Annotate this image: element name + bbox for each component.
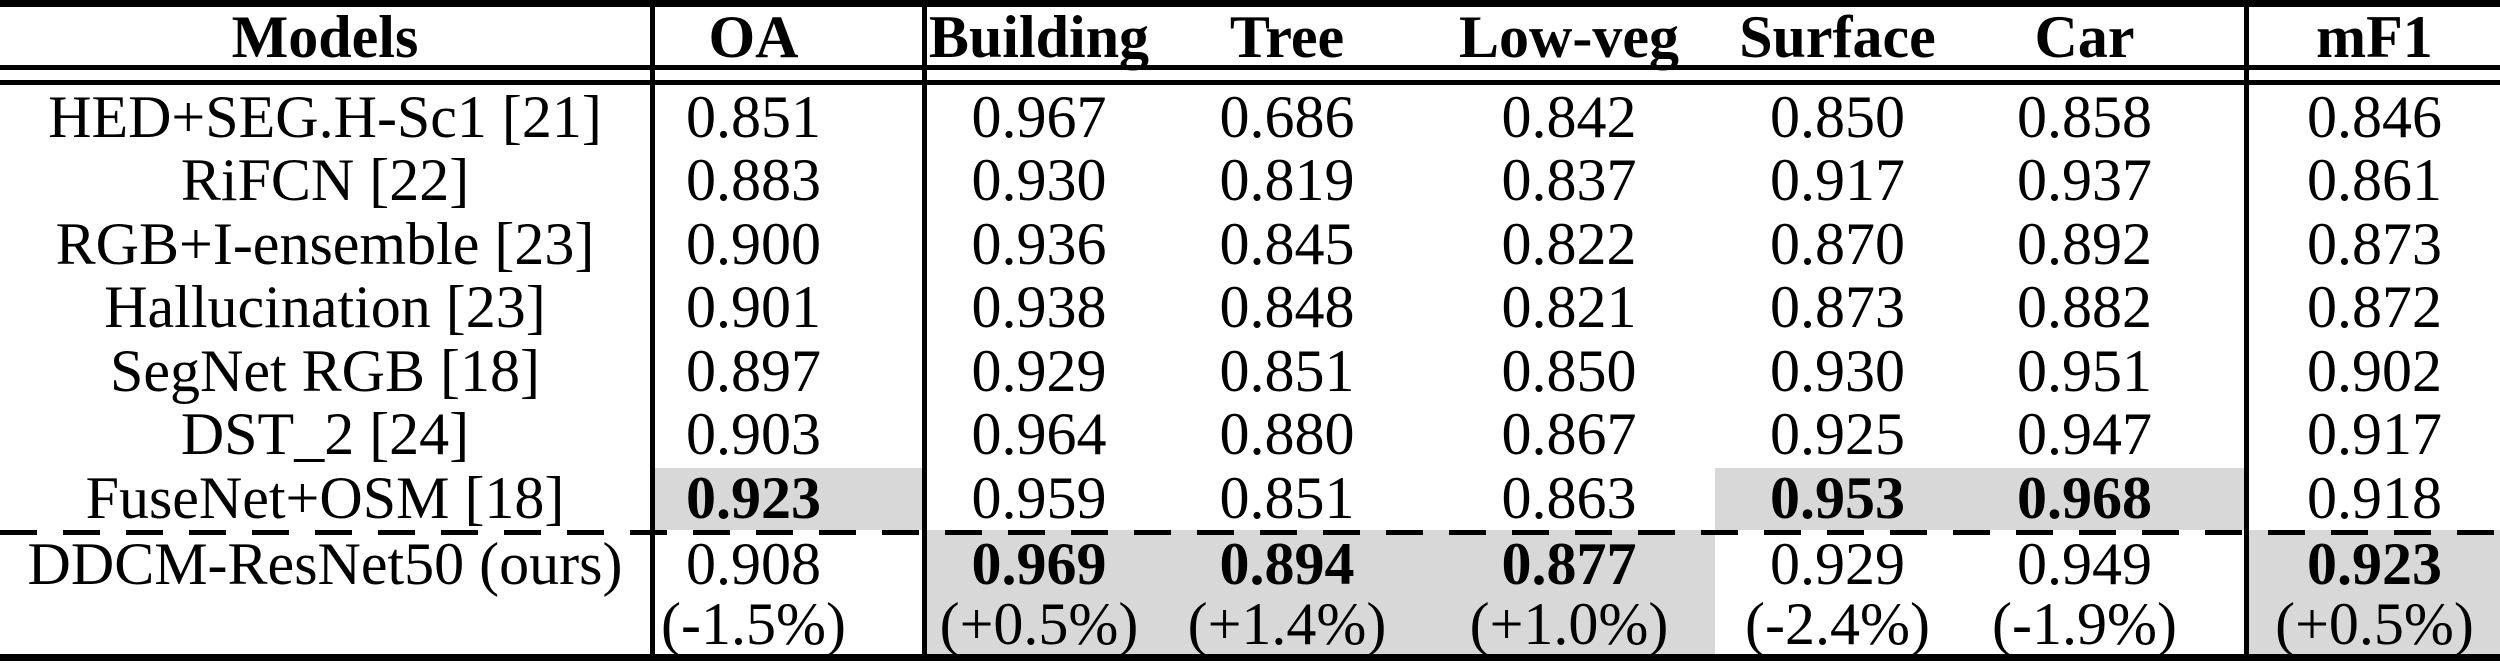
table-cell: 0.929 (971, 337, 1107, 404)
table-cell: 0.897 (686, 337, 821, 404)
table-cell: 0.872 (2307, 274, 2442, 340)
table-cell: 0.967 (971, 83, 1107, 150)
table-cell-delta: (+0.5%) (2275, 591, 2474, 657)
table-cell: 0.918 (2307, 465, 2442, 531)
table-cell: 0.858 (2017, 83, 2152, 150)
table-cell: 0.861 (2307, 147, 2442, 213)
table-cell-best: 0.923 (2307, 531, 2442, 597)
column-header-building: Building (928, 3, 1150, 70)
table-cell: 0.892 (2017, 210, 2152, 277)
model-name-cell: FuseNet+OSM [18] (85, 465, 565, 531)
table-cell: 0.842 (1501, 83, 1637, 150)
table-cell: 0.882 (2017, 274, 2152, 340)
table-cell: 0.848 (1219, 274, 1355, 340)
table-cell: 0.964 (971, 401, 1107, 467)
table-cell: 0.821 (1501, 274, 1637, 340)
table-cell-best: 0.969 (971, 531, 1107, 597)
table-cell: 0.851 (1219, 465, 1355, 531)
table-cell-delta: (-2.4%) (1745, 591, 1930, 657)
table-cell: 0.947 (2017, 401, 2152, 467)
table-cell: 0.846 (2307, 83, 2442, 150)
table-cell: 0.873 (1770, 274, 1905, 340)
table-cell-delta: (-1.5%) (661, 591, 846, 657)
column-header-car: Car (2034, 3, 2135, 70)
column-separator-oa-classes (922, 0, 927, 661)
table-cell: 0.959 (971, 465, 1107, 531)
highlight-band-ours-mf1 (2249, 530, 2500, 654)
table-cell: 0.837 (1501, 147, 1637, 213)
ours-dashed-separator (0, 530, 2500, 535)
column-header-mf1: mF1 (2316, 3, 2433, 70)
table-cell: 0.850 (1770, 83, 1905, 150)
table-cell: 0.917 (1770, 147, 1905, 213)
table-cell: 0.917 (2307, 401, 2442, 467)
column-separator-car-mf1 (2244, 0, 2249, 661)
table-cell: 0.938 (971, 274, 1107, 340)
table-cell: 0.880 (1219, 401, 1355, 467)
table-cell: 0.949 (2017, 531, 2152, 597)
table-cell: 0.873 (2307, 210, 2442, 277)
header-double-rule-upper (0, 65, 2500, 70)
table-top-rule (0, 0, 2500, 7)
table-cell: 0.851 (1219, 337, 1355, 404)
table-cell: 0.903 (686, 401, 821, 467)
model-name-cell: HED+SEG.H-Sc1 [21] (48, 83, 602, 150)
table-cell: 0.686 (1219, 83, 1355, 150)
table-cell: 0.902 (2307, 337, 2442, 404)
table-cell: 0.819 (1219, 147, 1355, 213)
table-cell-delta: (+0.5%) (939, 591, 1139, 657)
table-cell-best: 0.968 (2017, 465, 2152, 531)
model-name-cell: SegNet RGB [18] (110, 337, 540, 404)
model-name-cell: DDCM-ResNet50 (ours) (27, 531, 623, 597)
table-cell: 0.851 (686, 83, 821, 150)
table-cell: 0.901 (686, 274, 821, 340)
model-name-cell: RiFCN [22] (180, 147, 470, 213)
column-header-surface: Surface (1739, 3, 1936, 70)
table-cell-delta: (+1.4%) (1187, 591, 1387, 657)
highlight-band-ours-building-tree-lowveg (927, 530, 1715, 654)
column-header-models: Models (231, 3, 419, 70)
table-cell-best: 0.894 (1219, 531, 1355, 597)
table-cell: 0.850 (1501, 337, 1637, 404)
table-cell: 0.930 (971, 147, 1107, 213)
table-cell: 0.845 (1219, 210, 1355, 277)
table-cell: 0.822 (1501, 210, 1637, 277)
table-cell: 0.883 (686, 147, 821, 213)
table-cell-best: 0.953 (1770, 465, 1905, 531)
table-cell: 0.929 (1770, 531, 1905, 597)
table-cell-best: 0.923 (686, 465, 821, 531)
table-cell: 0.908 (686, 531, 821, 597)
column-separator-models-oa (650, 0, 655, 661)
column-header-oa: OA (708, 3, 799, 70)
table-bottom-rule (0, 654, 2500, 661)
table-cell: 0.870 (1770, 210, 1905, 277)
column-header-lowveg: Low-veg (1459, 3, 1679, 70)
model-name-cell: Hallucination [23] (104, 274, 546, 340)
table-cell: 0.867 (1501, 401, 1637, 467)
table-cell: 0.925 (1770, 401, 1905, 467)
model-name-cell: RGB+I-ensemble [23] (55, 210, 595, 277)
table-cell-best: 0.877 (1501, 531, 1637, 597)
header-double-rule-lower (0, 80, 2500, 85)
table-cell-delta: (-1.9%) (1992, 591, 2177, 657)
table-cell-delta: (+1.0%) (1469, 591, 1669, 657)
table-cell: 0.936 (971, 210, 1107, 277)
highlight-band-fusenet-oa (655, 468, 922, 530)
table-cell: 0.863 (1501, 465, 1637, 531)
column-header-tree: Tree (1229, 3, 1345, 70)
table-cell: 0.930 (1770, 337, 1905, 404)
table-cell: 0.900 (686, 210, 821, 277)
highlight-band-fusenet-surface-car (1715, 468, 2244, 530)
table-cell: 0.951 (2017, 337, 2152, 404)
model-name-cell: DST_2 [24] (180, 401, 470, 467)
table-cell: 0.937 (2017, 147, 2152, 213)
